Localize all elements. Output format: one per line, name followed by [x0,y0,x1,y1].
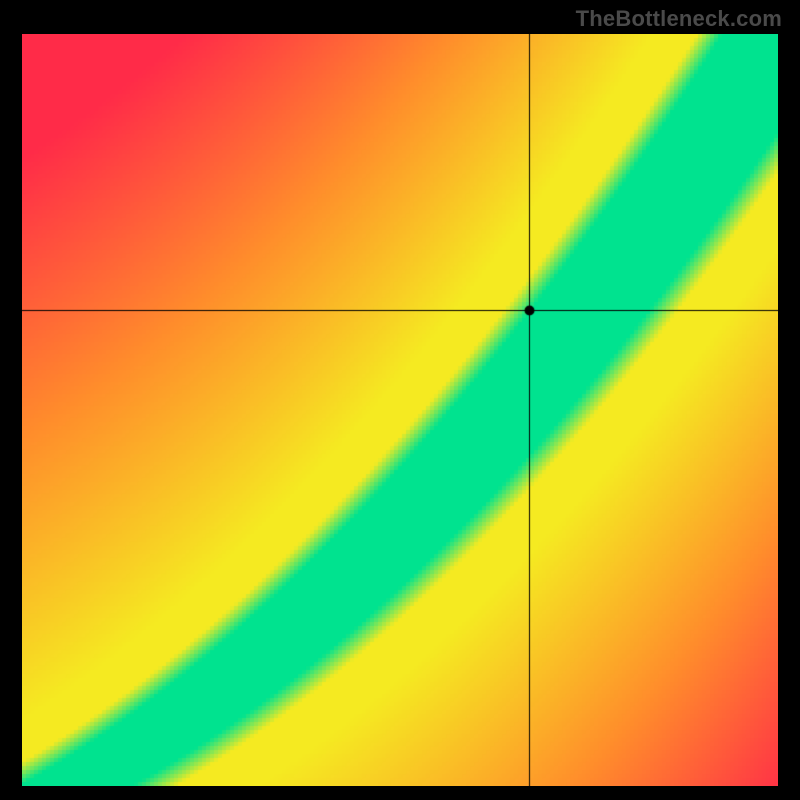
watermark-text: TheBottleneck.com [576,6,782,32]
bottleneck-heatmap [22,34,778,786]
